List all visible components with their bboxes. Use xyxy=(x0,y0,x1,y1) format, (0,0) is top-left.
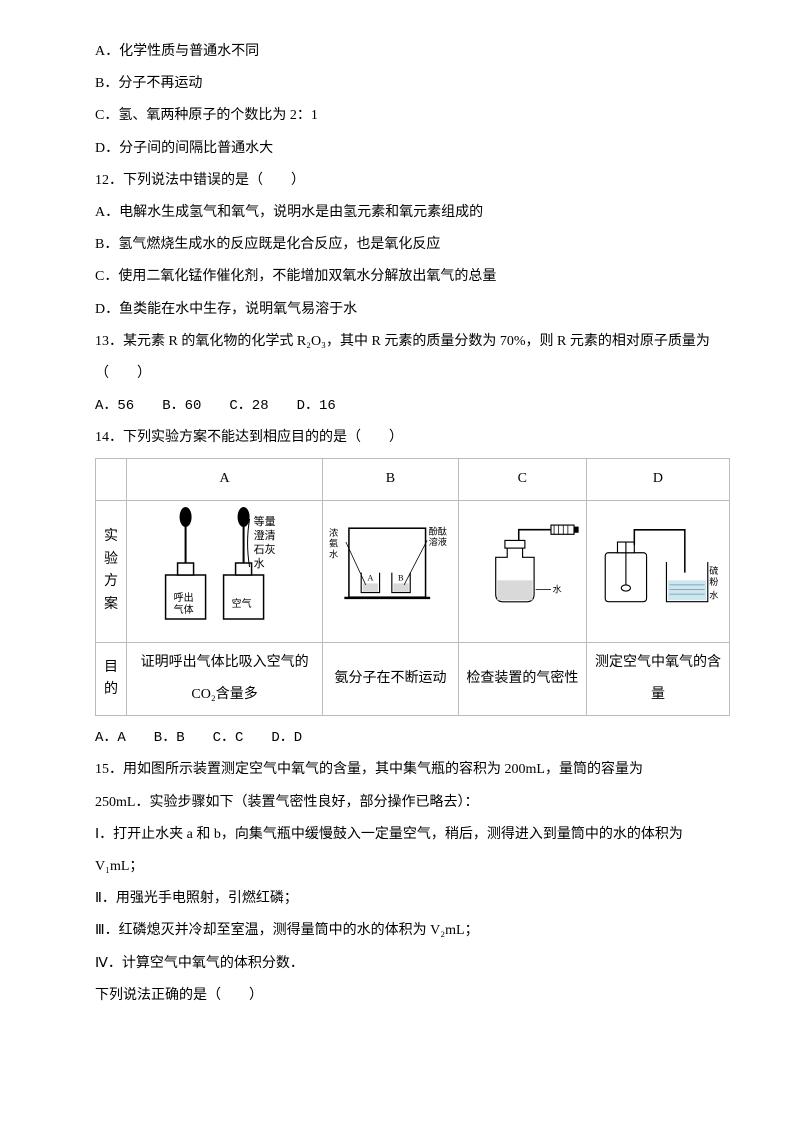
q11-opt-b: B．分子不再运动 xyxy=(95,68,730,100)
svg-text:水: 水 xyxy=(254,557,265,570)
label-ammonia: 浓 xyxy=(329,528,338,538)
q13-options: A．56 B．60 C．28 D．16 xyxy=(95,390,730,422)
diagram-d: 硫 粉 水 xyxy=(586,500,729,642)
q15-l3: Ⅰ．打开止水夹 a 和 b，向集气瓶中缓慢鼓入一定量空气，稍后，测得进入到量筒中… xyxy=(95,819,730,851)
blank-header xyxy=(96,459,127,500)
svg-text:石灰: 石灰 xyxy=(254,542,276,556)
q15-l2: 250mL．实验步骤如下（装置气密性良好，部分操作已略去）： xyxy=(95,787,730,819)
purpose-b: 氨分子在不断运动 xyxy=(323,642,459,715)
row-label-scheme: 实验方案 xyxy=(96,500,127,642)
bottle2-label: 空气 xyxy=(232,597,252,610)
q15-l1: 15．用如图所示装置测定空气中氧气的含量，其中集气瓶的容积为 200mL，量筒的… xyxy=(95,754,730,786)
purpose-a: 证明呼出气体比吸入空气的 CO₂含量多 xyxy=(127,642,323,715)
label-water: 水 xyxy=(552,583,561,594)
diagram-a-svg: 呼出 气体 空气 等量 澄清 石灰 水 xyxy=(133,505,316,625)
q15-l5: Ⅱ．用强光手电照射，引燃红磷； xyxy=(95,883,730,915)
label-phenolphthalein: 酚酞 xyxy=(429,525,447,536)
svg-text:水: 水 xyxy=(329,548,338,559)
purpose-d: 测定空气中氧气的含量 xyxy=(586,642,729,715)
col-d: D xyxy=(586,459,729,500)
q14-options: A．A B．B C．C D．D xyxy=(95,722,730,754)
svg-text:粉: 粉 xyxy=(709,576,718,587)
svg-text:澄清: 澄清 xyxy=(254,528,276,542)
col-a: A xyxy=(127,459,323,500)
table-row: 目的 证明呼出气体比吸入空气的 CO₂含量多 氨分子在不断运动 检查装置的气密性… xyxy=(96,642,730,715)
q12-opt-b: B．氢气燃烧生成水的反应既是化合反应，也是氧化反应 xyxy=(95,229,730,261)
diagram-d-svg: 硫 粉 水 xyxy=(593,505,723,625)
q12-opt-c: C．使用二氧化锰作催化剂，不能增加双氧水分解放出氧气的总量 xyxy=(95,261,730,293)
q12-opt-a: A．电解水生成氢气和氧气，说明水是由氢元素和氧元素组成的 xyxy=(95,197,730,229)
q13-stem: 13．某元素 R 的氧化物的化学式 R₂O₃，其中 R 元素的质量分数为 70%… xyxy=(95,326,730,390)
purpose-c: 检查装置的气密性 xyxy=(458,642,586,715)
svg-text:溶液: 溶液 xyxy=(429,536,447,547)
q15-l4: V₁mL； xyxy=(95,851,730,883)
svg-text:等量: 等量 xyxy=(254,514,276,528)
diagram-b: A B 浓 氨 水 酚酞 溶液 xyxy=(323,500,459,642)
beaker-b-label: B xyxy=(398,572,404,582)
bottle1-label: 呼出 xyxy=(174,591,194,604)
q15-l7: Ⅳ．计算空气中氧气的体积分数． xyxy=(95,948,730,980)
diagram-c: 水 xyxy=(458,500,586,642)
col-c: C xyxy=(458,459,586,500)
q12-opt-d: D．鱼类能在水中生存，说明氧气易溶于水 xyxy=(95,294,730,326)
table-row: 实验方案 呼出 气体 空气 等量 澄清 石灰 xyxy=(96,500,730,642)
q11-opt-d: D．分子间的间隔比普通水大 xyxy=(95,133,730,165)
diagram-c-svg: 水 xyxy=(465,505,580,625)
q15-l8: 下列说法正确的是（ ） xyxy=(95,980,730,1012)
q11-opt-a: A．化学性质与普通水不同 xyxy=(95,36,730,68)
svg-text:氨: 氨 xyxy=(329,537,338,548)
q11-opt-c: C．氢、氧两种原子的个数比为 2：1 xyxy=(95,100,730,132)
label-sulfur: 硫 xyxy=(709,565,718,576)
col-b: B xyxy=(323,459,459,500)
q12-stem: 12．下列说法中错误的是（ ） xyxy=(95,165,730,197)
q15-l6: Ⅲ．红磷熄灭并冷却至室温，测得量筒中的水的体积为 V₂mL； xyxy=(95,915,730,947)
diagram-b-svg: A B 浓 氨 水 酚酞 溶液 xyxy=(329,505,452,625)
q14-table: A B C D 实验方案 呼出 气体 空气 xyxy=(95,458,730,716)
row-label-purpose: 目的 xyxy=(96,642,127,715)
q14-stem: 14．下列实验方案不能达到相应目的的是（ ） xyxy=(95,422,730,454)
diagram-a: 呼出 气体 空气 等量 澄清 石灰 水 xyxy=(127,500,323,642)
label-water2: 水 xyxy=(709,589,718,600)
beaker-a-label: A xyxy=(367,572,374,582)
table-row: A B C D xyxy=(96,459,730,500)
svg-text:气体: 气体 xyxy=(174,603,194,616)
